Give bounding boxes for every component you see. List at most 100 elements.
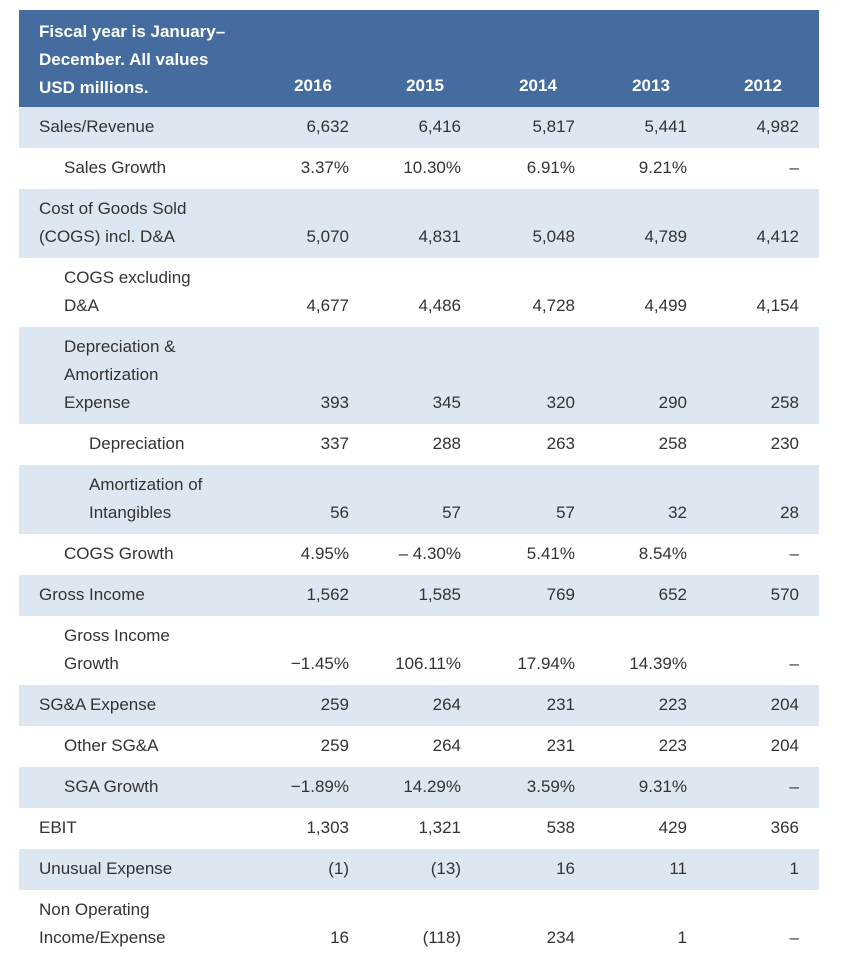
cell-value: 57	[481, 465, 595, 534]
row-label: Depreciation	[89, 434, 185, 453]
cell-value: 1,303	[306, 818, 349, 837]
cell-value: 258	[707, 327, 819, 424]
cell-value: 263	[546, 434, 575, 453]
row-label: Sales Growth	[64, 158, 167, 177]
cell-value: 1,562	[257, 575, 369, 616]
cell-value: 4,499	[644, 296, 687, 315]
table-row: Other SG&A 259 264 231 223 204	[19, 726, 819, 767]
row-label: Other SG&A	[64, 736, 159, 755]
cell-value: 1,585	[369, 575, 481, 616]
cell-value: 1	[677, 928, 687, 947]
cell-value: 429	[658, 818, 687, 837]
cell-value: 4,412	[707, 189, 819, 258]
cell-value: −1.45%	[290, 654, 349, 673]
cell-value: 223	[595, 685, 707, 726]
cell-value: 231	[481, 685, 595, 726]
cell-value: 4,728	[532, 296, 575, 315]
cell-value: 769	[481, 575, 595, 616]
year-header: 2013	[595, 10, 707, 107]
row-label: Gross Income	[19, 575, 257, 616]
table-row: COGS Growth 4.95% – 4.30% 5.41% 8.54% –	[19, 534, 819, 575]
cell-value: 4,677	[306, 296, 349, 315]
cell-value: 288	[432, 434, 461, 453]
cell-value: 56	[257, 465, 369, 534]
cell-value: 538	[546, 818, 575, 837]
year-header: 2012	[707, 10, 819, 107]
row-label: Unusual Expense	[19, 849, 257, 890]
row-label: Cost of Goods Sold (COGS) incl. D&A	[19, 189, 257, 258]
cell-value: 393	[257, 327, 369, 424]
table-row: Sales/Revenue 6,632 6,416 5,817 5,441 4,982	[19, 107, 819, 148]
cell-value: 4,154	[756, 296, 799, 315]
cell-value: 16	[481, 849, 595, 890]
table-row: Non Operating Income/Expense 16 (118) 234 1 –	[19, 890, 819, 959]
cell-value: 9.21%	[638, 158, 687, 177]
cell-value: 10.30%	[403, 158, 461, 177]
cell-value: 5,048	[481, 189, 595, 258]
header-row: Fiscal year is January–December. All val…	[19, 10, 819, 107]
cell-value: 4,486	[418, 296, 461, 315]
table-row: COGS excluding D&A 4,677 4,486 4,728 4,499 4,…	[19, 258, 819, 327]
cell-value: −1.89%	[257, 767, 369, 808]
cell-value: 4,831	[369, 189, 481, 258]
cell-value: 290	[595, 327, 707, 424]
year-header: 2016	[257, 10, 369, 107]
table-row: Sales Growth 3.37% 10.30% 6.91% 9.21% –	[19, 148, 819, 189]
cell-value: 106.11%	[395, 654, 461, 673]
cell-value: 9.31%	[595, 767, 707, 808]
cell-value: 259	[320, 736, 349, 755]
financial-table: Fiscal year is January–December. All val…	[19, 10, 819, 959]
cell-value: 57	[369, 465, 481, 534]
row-label: Depreciation & Amortization Expense	[19, 327, 257, 424]
cell-value: 6.91%	[526, 158, 575, 177]
table-row: Unusual Expense (1) (13) 16 11 1	[19, 849, 819, 890]
cell-value: 28	[707, 465, 819, 534]
row-label: EBIT	[39, 818, 77, 837]
table-row: Gross Income 1,562 1,585 769 652 570	[19, 575, 819, 616]
row-label: Sales/Revenue	[19, 107, 257, 148]
year-header: 2014	[481, 10, 595, 107]
table-row: Cost of Goods Sold (COGS) incl. D&A 5,070…	[19, 189, 819, 258]
table-row: Amortization of Intangibles 56 57 57 32 28	[19, 465, 819, 534]
row-label: Amortization of Intangibles	[19, 465, 257, 534]
cell-value: –	[789, 544, 799, 563]
cell-value: 264	[432, 736, 461, 755]
cell-value: 5,817	[481, 107, 595, 148]
cell-value: –	[789, 928, 799, 947]
cell-value: 320	[481, 327, 595, 424]
cell-value: 5.41%	[526, 544, 575, 563]
cell-value: 366	[770, 818, 799, 837]
cell-value: 652	[595, 575, 707, 616]
cell-value: 11	[595, 849, 707, 890]
cell-value: –	[707, 767, 819, 808]
cell-value: 4.95%	[300, 544, 349, 563]
table-row: Depreciation 337 288 263 258 230	[19, 424, 819, 465]
cell-value: 14.29%	[369, 767, 481, 808]
cell-value: 234	[546, 928, 575, 947]
row-label: SG&A Expense	[19, 685, 257, 726]
table-row: Depreciation & Amortization Expense 393 34…	[19, 327, 819, 424]
cell-value: 6,416	[369, 107, 481, 148]
cell-value: 16	[330, 928, 349, 947]
cell-value: 230	[770, 434, 799, 453]
row-label: Gross Income Growth	[64, 626, 170, 673]
cell-value: 258	[658, 434, 687, 453]
cell-value: 259	[257, 685, 369, 726]
cell-value: 3.37%	[300, 158, 349, 177]
cell-value: (13)	[369, 849, 481, 890]
cell-value: 337	[320, 434, 349, 453]
cell-value: 6,632	[257, 107, 369, 148]
cell-value: 4,982	[707, 107, 819, 148]
cell-value: 3.59%	[481, 767, 595, 808]
cell-value: – 4.30%	[398, 544, 461, 563]
cell-value: 231	[546, 736, 575, 755]
row-label: Non Operating Income/Expense	[39, 900, 166, 947]
row-label: COGS Growth	[64, 544, 174, 563]
cell-value: 4,789	[595, 189, 707, 258]
cell-value: 345	[369, 327, 481, 424]
table-row: Gross Income Growth −1.45% 106.11% 17.94% 14…	[19, 616, 819, 685]
cell-value: 5,441	[595, 107, 707, 148]
table-title: Fiscal year is January–December. All val…	[19, 10, 257, 107]
table-row: EBIT 1,303 1,321 538 429 366	[19, 808, 819, 849]
